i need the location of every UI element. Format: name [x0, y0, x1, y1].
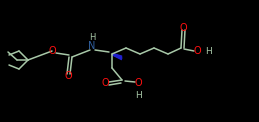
Text: H: H — [89, 34, 95, 42]
Text: O: O — [134, 78, 142, 88]
Text: H: H — [135, 91, 141, 100]
Text: O: O — [101, 78, 109, 88]
Text: O: O — [193, 46, 201, 56]
Text: O: O — [64, 71, 72, 81]
Text: O: O — [48, 46, 56, 56]
Text: H: H — [206, 46, 212, 56]
Text: O: O — [179, 23, 187, 33]
Text: N: N — [88, 41, 96, 51]
